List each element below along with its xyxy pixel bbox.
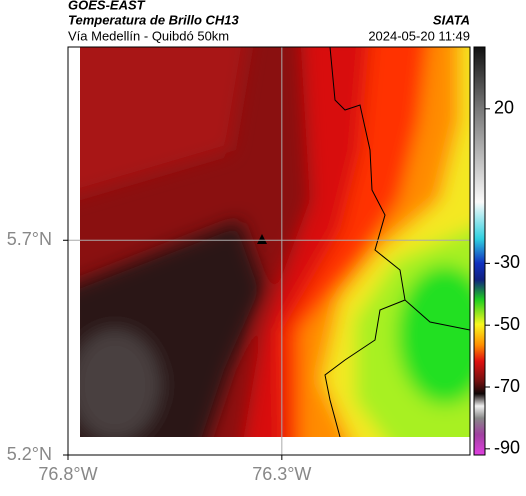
temperature-field [80,47,470,437]
timestamp: 2024-05-20 11:49 [368,28,470,43]
source: SIATA [433,12,470,27]
boundary [324,47,470,437]
colorbar-tick-label: -30 [494,252,520,272]
colorbar-tick-label: -90 [494,438,520,458]
y-tick-label: 5.2°N [7,444,52,464]
frame [67,46,471,456]
region: Vía Medellín - Quibdó 50km [68,28,229,43]
y-tick-label: 5.7°N [7,229,52,249]
colorbar-tick-label: -70 [494,376,520,396]
marker [257,234,267,244]
title: GOES-EAST [68,0,146,12]
subtitle: Temperatura de Brillo CH13 [68,12,240,27]
colorbar [473,46,486,456]
x-tick-label: 76.3°W [252,464,311,484]
colorbar-tick-label: 20 [494,98,514,118]
colorbar-tick-label: -50 [494,314,520,334]
x-tick-label: 76.8°W [38,464,97,484]
